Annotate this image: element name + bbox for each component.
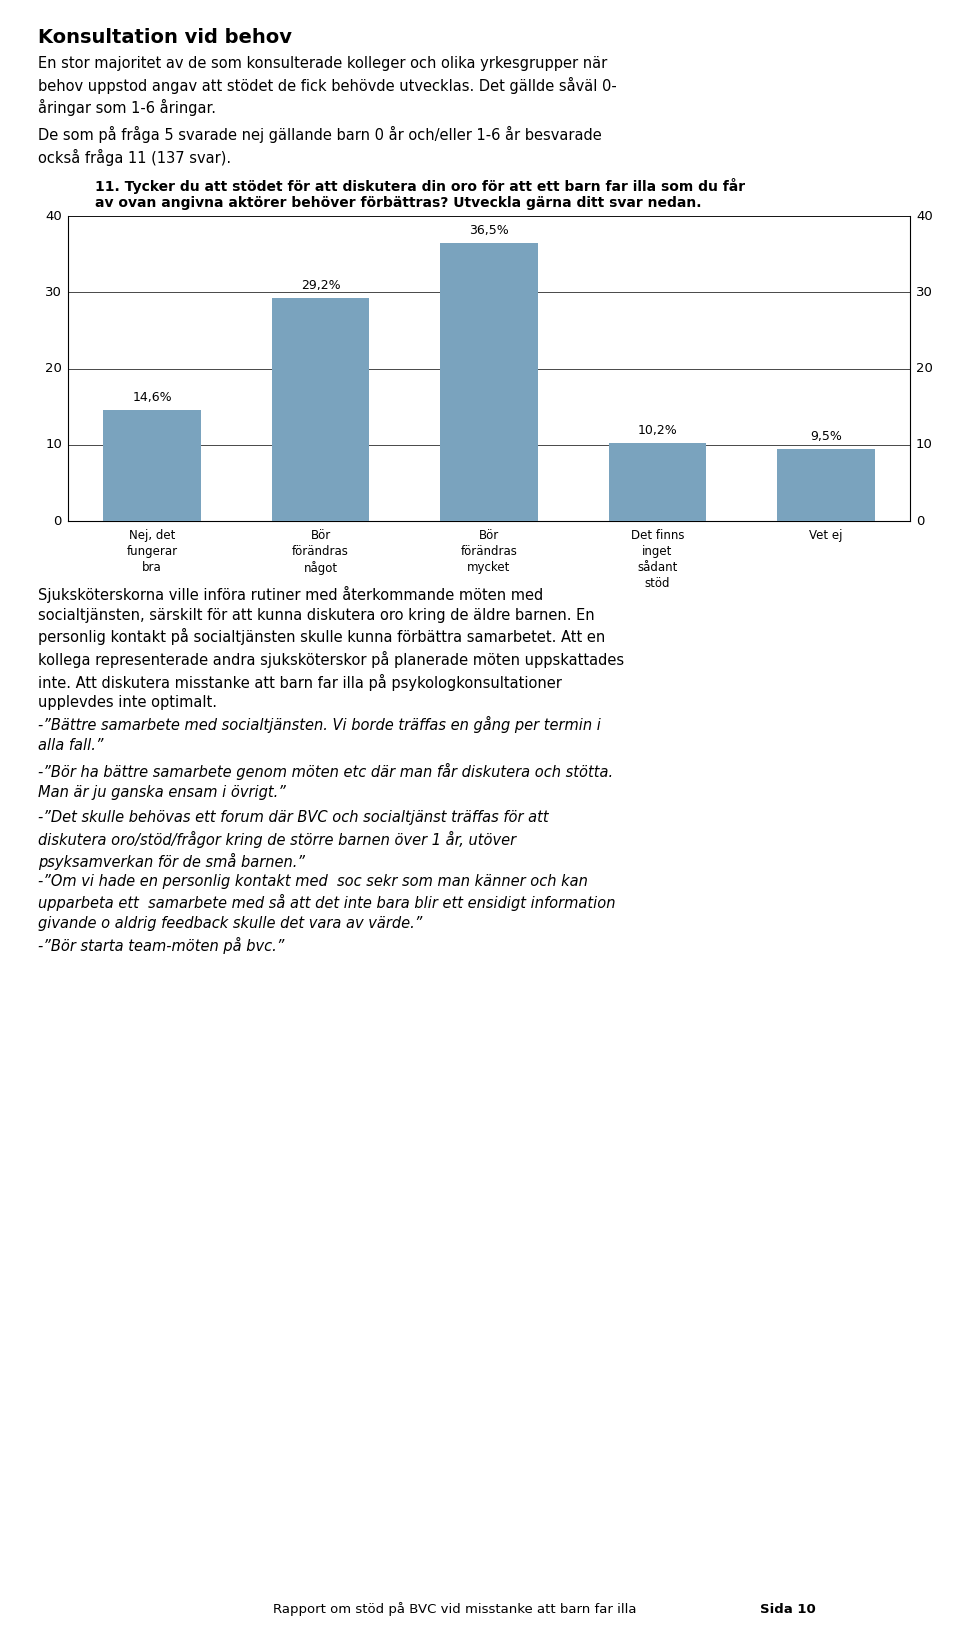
Text: Konsultation vid behov: Konsultation vid behov	[38, 28, 292, 48]
Text: 11. Tycker du att stödet för att diskutera din oro för att ett barn far illa som: 11. Tycker du att stödet för att diskute…	[95, 178, 745, 194]
Text: av ovan angivna aktörer behöver förbättras? Utveckla gärna ditt svar nedan.: av ovan angivna aktörer behöver förbättr…	[95, 196, 702, 211]
Text: 10: 10	[45, 438, 62, 451]
Text: 9,5%: 9,5%	[810, 430, 842, 443]
Text: Bör
förändras
mycket: Bör förändras mycket	[461, 528, 517, 574]
Text: 0: 0	[54, 515, 62, 527]
Text: Rapport om stöd på BVC vid misstanke att barn far illa: Rapport om stöd på BVC vid misstanke att…	[274, 1602, 636, 1616]
Text: 20: 20	[45, 362, 62, 375]
Text: 29,2%: 29,2%	[300, 280, 341, 293]
Text: De som på fråga 5 svarade nej gällande barn 0 år och/eller 1-6 år besvarade
ocks: De som på fråga 5 svarade nej gällande b…	[38, 127, 602, 166]
Text: 14,6%: 14,6%	[132, 390, 172, 403]
Text: 36,5%: 36,5%	[469, 224, 509, 237]
Bar	[609, 443, 707, 522]
Text: Sjuksköterskorna ville införa rutiner med återkommande möten med
socialtjänsten,: Sjuksköterskorna ville införa rutiner me…	[38, 586, 624, 711]
Text: 20: 20	[916, 362, 933, 375]
Text: -”Bör starta team-möten på bvc.”: -”Bör starta team-möten på bvc.”	[38, 937, 284, 955]
Text: -”Det skulle behövas ett forum där BVC och socialtjänst träffas för att
diskuter: -”Det skulle behövas ett forum där BVC o…	[38, 810, 548, 871]
Text: Det finns
inget
sådant
stöd: Det finns inget sådant stöd	[631, 528, 684, 589]
Text: -”Bättre samarbete med socialtjänsten. Vi borde träffas en gång per termin i
all: -”Bättre samarbete med socialtjänsten. V…	[38, 716, 601, 752]
Text: 30: 30	[916, 286, 933, 300]
Bar	[777, 449, 875, 522]
Text: Sida 10: Sida 10	[760, 1603, 816, 1616]
Text: -”Om vi hade en personlig kontakt med  soc sekr som man känner och kan
upparbeta: -”Om vi hade en personlig kontakt med so…	[38, 874, 615, 932]
Text: -”Bör ha bättre samarbete genom möten etc där man får diskutera och stötta.
Man : -”Bör ha bättre samarbete genom möten et…	[38, 764, 613, 800]
Text: 0: 0	[916, 515, 924, 527]
Bar	[104, 410, 201, 522]
Text: 40: 40	[45, 209, 62, 222]
Text: 30: 30	[45, 286, 62, 300]
Text: 40: 40	[916, 209, 933, 222]
Text: Nej, det
fungerar
bra: Nej, det fungerar bra	[127, 528, 178, 574]
Text: Vet ej: Vet ej	[809, 528, 843, 542]
Bar	[272, 298, 370, 522]
Text: Bör
förändras
något: Bör förändras något	[292, 528, 349, 574]
Text: 10: 10	[916, 438, 933, 451]
Bar	[441, 242, 538, 522]
Text: 10,2%: 10,2%	[637, 425, 677, 438]
Text: En stor majoritet av de som konsulterade kolleger och olika yrkesgrupper när
beh: En stor majoritet av de som konsulterade…	[38, 56, 616, 117]
